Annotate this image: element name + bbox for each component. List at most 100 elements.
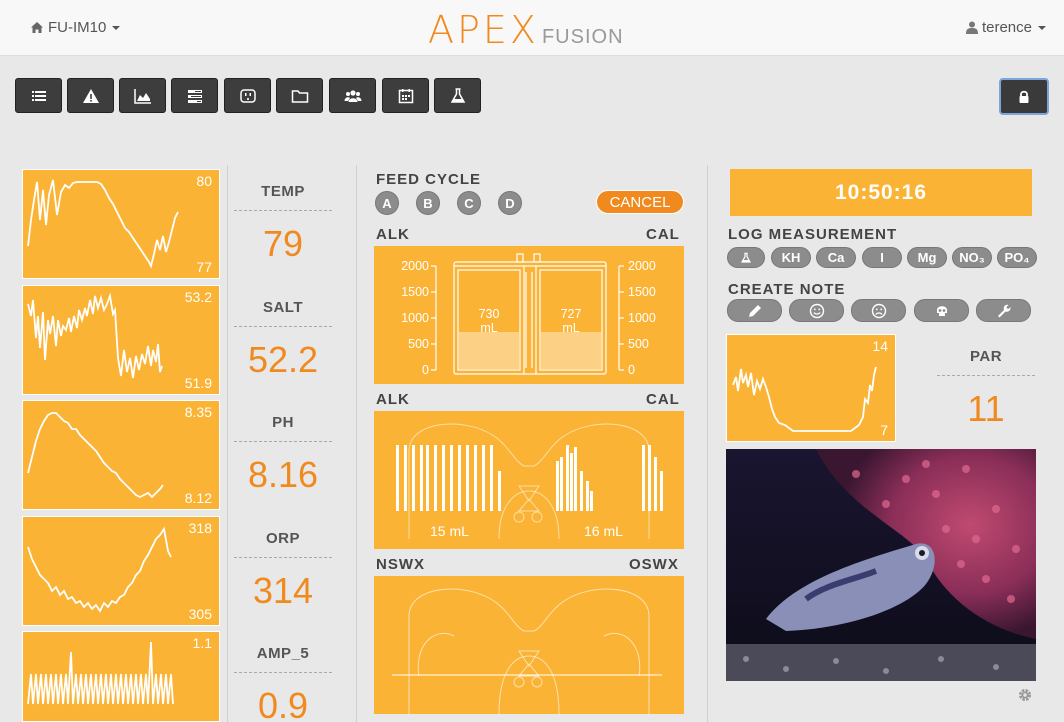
- sparkline-high-value: 318: [188, 520, 212, 536]
- area-chart-icon: [133, 88, 151, 104]
- sensor-sparkline[interactable]: 1.1: [22, 631, 220, 722]
- dose-bar: [466, 445, 469, 511]
- apex-fusion-logo: APEX FUSION: [428, 8, 624, 52]
- note-happy-button[interactable]: [789, 299, 844, 322]
- dosing-right-label: CAL: [646, 226, 680, 243]
- sensor-sparkline[interactable]: 53.2 51.9: [22, 285, 220, 395]
- metric-salt[interactable]: SALT 52.2: [234, 299, 332, 381]
- dose-bar: [570, 453, 573, 511]
- wrench-icon: [997, 304, 1011, 317]
- dose-bar: [426, 445, 429, 511]
- note-sad-button[interactable]: [851, 299, 906, 322]
- alk-volume: 730: [479, 307, 500, 321]
- gear-icon[interactable]: [1018, 688, 1032, 702]
- sparkline-high-value: 80: [196, 173, 212, 189]
- log-ca-button[interactable]: Ca: [816, 247, 856, 268]
- sensor-sparkline[interactable]: 8.35 8.12: [22, 400, 220, 510]
- column-divider: [227, 165, 228, 722]
- scale-left-tick: 1000: [401, 311, 429, 325]
- alk-dose-amount: 15 mL: [430, 523, 469, 539]
- aquarium-photo: [726, 449, 1036, 681]
- cancel-feed-button[interactable]: CANCEL: [596, 190, 684, 214]
- doser-left-label: ALK: [376, 391, 410, 408]
- column-divider: [707, 165, 708, 722]
- sensor-sparkline[interactable]: 318 305: [22, 516, 220, 626]
- users-button[interactable]: [329, 78, 376, 113]
- pump-graphic: [392, 588, 662, 715]
- metric-value: 314: [252, 570, 314, 611]
- par-sparkline[interactable]: 14 7: [726, 334, 896, 442]
- logo-fusion: FUSION: [541, 26, 624, 48]
- alarms-button[interactable]: [67, 78, 114, 113]
- note-maintenance-button[interactable]: [976, 299, 1031, 322]
- flask-icon: [740, 252, 752, 263]
- folder-icon: [291, 89, 308, 103]
- metric-ph[interactable]: PH 8.16: [234, 414, 332, 496]
- log-mg-button[interactable]: Mg: [907, 247, 947, 268]
- scale-right-tick: 1500: [628, 285, 656, 299]
- calendar-button[interactable]: [382, 78, 429, 113]
- log-test-button[interactable]: [727, 247, 765, 268]
- sparkline-low-value: 305: [188, 606, 212, 622]
- calendar-icon: [398, 88, 413, 103]
- feed-a-button[interactable]: A: [375, 191, 399, 215]
- dose-bar: [586, 481, 589, 511]
- metric-label: PH: [234, 414, 332, 442]
- home-icon: [31, 22, 43, 33]
- sparkline-high-value: 1.1: [192, 635, 212, 651]
- create-note-title: CREATE NOTE: [728, 281, 846, 298]
- chevron-down-icon: [1038, 25, 1046, 30]
- note-edit-button[interactable]: [727, 299, 782, 322]
- doser-panel[interactable]: 15 mL 16 mL: [374, 411, 684, 549]
- graphs-button[interactable]: [119, 78, 166, 113]
- log-measurement-title: LOG MEASUREMENT: [728, 226, 898, 243]
- user-menu[interactable]: terence: [965, 19, 1046, 36]
- alk-volume-unit: mL: [480, 321, 497, 335]
- dashboard-list-button[interactable]: [15, 78, 62, 113]
- container-levels-graphic: 2000 1500 1000 500 0 2000 1500 1000 500 …: [401, 253, 656, 377]
- skull-icon: [936, 305, 947, 316]
- log-no3-button[interactable]: NO₃: [952, 247, 992, 268]
- log-kh-button[interactable]: KH: [771, 247, 811, 268]
- scale-right-tick: 0: [628, 363, 635, 377]
- note-death-button[interactable]: [914, 299, 969, 322]
- metric-temp[interactable]: TEMP 79: [234, 183, 332, 265]
- dose-bar: [660, 471, 663, 511]
- feed-b-button[interactable]: B: [416, 191, 440, 215]
- files-button[interactable]: [276, 78, 323, 113]
- sparkline-graph: [27, 526, 172, 613]
- outlets-button[interactable]: [224, 78, 271, 113]
- metric-par[interactable]: PAR 11: [937, 348, 1035, 430]
- log-i-button[interactable]: I: [862, 247, 902, 268]
- feed-d-button[interactable]: D: [498, 191, 522, 215]
- sparkline-low-value: 51.9: [184, 375, 212, 391]
- dosing-container-panel[interactable]: 2000 1500 1000 500 0 2000 1500 1000 500 …: [374, 246, 684, 384]
- chevron-down-icon: [112, 25, 121, 30]
- tasks-button[interactable]: [171, 78, 218, 113]
- tasks-icon: [187, 89, 202, 103]
- sparkline-graph: [27, 641, 174, 705]
- par-low-value: 7: [880, 422, 888, 438]
- scale-right-tick: 1000: [628, 311, 656, 325]
- measurements-button[interactable]: [434, 78, 481, 113]
- metric-orp[interactable]: ORP 314: [234, 530, 332, 612]
- pump-panel[interactable]: [374, 576, 684, 715]
- lock-button[interactable]: [999, 78, 1049, 115]
- dose-bar: [654, 457, 657, 511]
- metric-label: PAR: [937, 348, 1035, 376]
- scale-right-tick: 2000: [628, 259, 656, 273]
- metric-value: 8.16: [247, 454, 319, 495]
- device-name: FU-IM10: [48, 19, 107, 36]
- pencil-icon: [748, 304, 761, 317]
- doser-history-graphic: 15 mL 16 mL: [396, 423, 663, 540]
- metric-value: 52.2: [247, 339, 319, 380]
- log-po4-button[interactable]: PO₄: [997, 247, 1037, 268]
- feed-c-button[interactable]: C: [457, 191, 481, 215]
- device-menu[interactable]: FU-IM10: [30, 19, 121, 36]
- dose-bar: [580, 471, 583, 511]
- dose-bar: [450, 445, 453, 511]
- metric-label: AMP_5: [234, 645, 332, 673]
- sensor-sparkline[interactable]: 80 77: [22, 169, 220, 279]
- logo-apex: APEX: [428, 8, 539, 52]
- metric-amp5[interactable]: AMP_5 0.9: [234, 645, 332, 722]
